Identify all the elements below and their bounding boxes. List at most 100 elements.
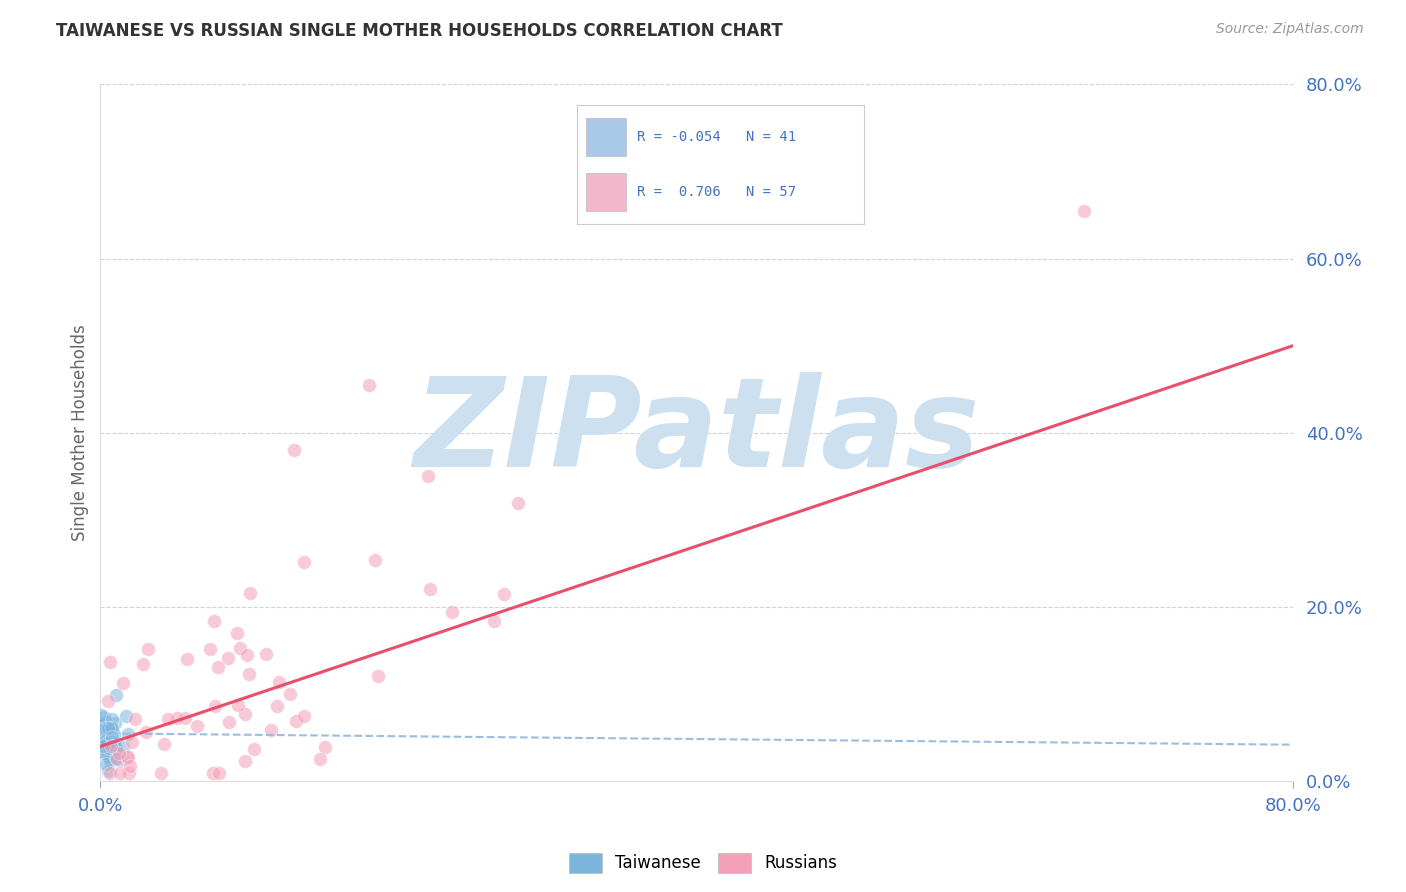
Point <box>97 694 120 708</box>
Point <box>238 666 260 681</box>
Point <box>233 755 256 769</box>
Point <box>101 730 124 744</box>
Point <box>117 750 139 764</box>
Point <box>93 710 115 724</box>
Point <box>94 732 117 747</box>
Point <box>97 720 120 734</box>
Point <box>364 553 387 567</box>
Point <box>198 642 221 657</box>
Point <box>101 739 124 753</box>
Point <box>90 733 112 747</box>
Point <box>101 712 124 726</box>
Point <box>90 719 112 733</box>
Point <box>201 765 224 780</box>
Point <box>135 724 157 739</box>
Point <box>267 675 290 690</box>
Point <box>110 765 132 780</box>
Point <box>108 753 131 767</box>
Point <box>418 469 440 483</box>
Point <box>254 647 277 661</box>
Point <box>419 582 441 596</box>
Point <box>112 675 135 690</box>
Point <box>233 707 256 722</box>
Point <box>239 586 262 600</box>
Point <box>104 689 127 703</box>
Point <box>96 739 118 753</box>
Point <box>186 719 208 733</box>
Point <box>225 625 247 640</box>
Point <box>153 737 176 751</box>
Point <box>93 746 115 760</box>
Point <box>90 707 112 722</box>
Point <box>98 655 121 669</box>
Point <box>98 754 121 768</box>
Point <box>492 587 515 601</box>
Point <box>217 651 239 665</box>
Point <box>117 727 139 741</box>
Point <box>100 721 122 735</box>
Point <box>260 723 283 738</box>
Point <box>105 752 128 766</box>
Point <box>98 749 121 764</box>
Point <box>1073 203 1095 218</box>
Point <box>101 734 124 748</box>
Point <box>91 721 114 735</box>
Point <box>96 744 118 758</box>
Point <box>100 739 122 753</box>
Point <box>367 668 389 682</box>
Point <box>103 738 125 752</box>
Point <box>131 657 153 671</box>
Point <box>226 698 249 712</box>
Point <box>166 711 188 725</box>
Point <box>294 555 316 569</box>
Point <box>207 660 229 674</box>
Point <box>202 614 225 628</box>
Point <box>138 641 160 656</box>
Point <box>96 732 118 747</box>
Point <box>285 714 308 729</box>
Point <box>150 765 173 780</box>
Point <box>314 739 336 754</box>
Point <box>308 752 330 766</box>
Point <box>484 615 506 629</box>
Point <box>98 750 121 764</box>
Point <box>115 709 138 723</box>
Point <box>120 759 142 773</box>
Point <box>104 716 127 731</box>
Point <box>94 714 117 729</box>
Point <box>97 741 120 756</box>
Point <box>236 648 259 662</box>
Y-axis label: Single Mother Households: Single Mother Households <box>72 325 89 541</box>
Point <box>157 712 180 726</box>
Point <box>357 378 380 392</box>
Text: ZIPatlas: ZIPatlas <box>413 372 980 493</box>
Point <box>91 739 114 754</box>
Point <box>103 740 125 755</box>
Point <box>104 751 127 765</box>
Point <box>121 735 143 749</box>
Point <box>124 712 146 726</box>
Point <box>98 765 121 780</box>
Text: TAIWANESE VS RUSSIAN SINGLE MOTHER HOUSEHOLDS CORRELATION CHART: TAIWANESE VS RUSSIAN SINGLE MOTHER HOUSE… <box>56 22 783 40</box>
Point <box>229 640 252 655</box>
Point <box>292 709 315 723</box>
Point <box>118 765 141 780</box>
Point <box>204 699 226 714</box>
Point <box>440 605 463 619</box>
Point <box>208 765 231 780</box>
Point <box>278 686 301 700</box>
Point <box>283 443 305 458</box>
Point <box>91 716 114 731</box>
Point <box>96 722 118 736</box>
Point <box>94 756 117 771</box>
Point <box>96 746 118 760</box>
Point <box>115 750 138 764</box>
Point <box>243 742 266 756</box>
Point <box>100 720 122 734</box>
Point <box>111 739 134 754</box>
Point <box>266 698 288 713</box>
Point <box>96 736 118 750</box>
Legend: Taiwanese, Russians: Taiwanese, Russians <box>562 847 844 880</box>
Point <box>105 741 128 756</box>
Point <box>176 652 198 666</box>
